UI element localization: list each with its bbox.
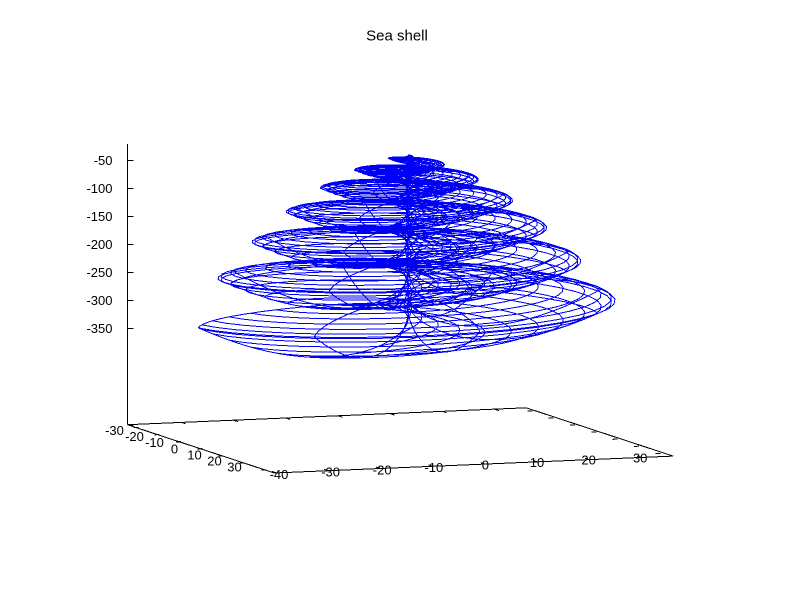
svg-text:-30: -30	[105, 423, 124, 438]
svg-text:30: 30	[633, 450, 647, 465]
svg-text:-20: -20	[125, 429, 144, 444]
svg-text:20: 20	[207, 454, 221, 469]
svg-text:-350: -350	[86, 321, 112, 336]
svg-text:-40: -40	[270, 467, 289, 482]
svg-text:30: 30	[227, 460, 241, 475]
svg-text:-200: -200	[86, 237, 112, 252]
svg-text:20: 20	[581, 453, 595, 468]
svg-text:0: 0	[482, 458, 489, 473]
svg-text:-300: -300	[86, 293, 112, 308]
svg-text:-250: -250	[86, 265, 112, 280]
svg-text:10: 10	[530, 455, 544, 470]
svg-text:10: 10	[187, 447, 201, 462]
svg-text:-100: -100	[86, 181, 112, 196]
svg-text:0: 0	[171, 441, 178, 456]
svg-text:-10: -10	[424, 460, 443, 475]
svg-text:-150: -150	[86, 209, 112, 224]
svg-text:-30: -30	[321, 465, 340, 480]
svg-text:Sea shell: Sea shell	[366, 28, 428, 45]
svg-text:-50: -50	[94, 153, 113, 168]
svg-text:-10: -10	[145, 435, 164, 450]
svg-text:-20: -20	[373, 462, 392, 477]
